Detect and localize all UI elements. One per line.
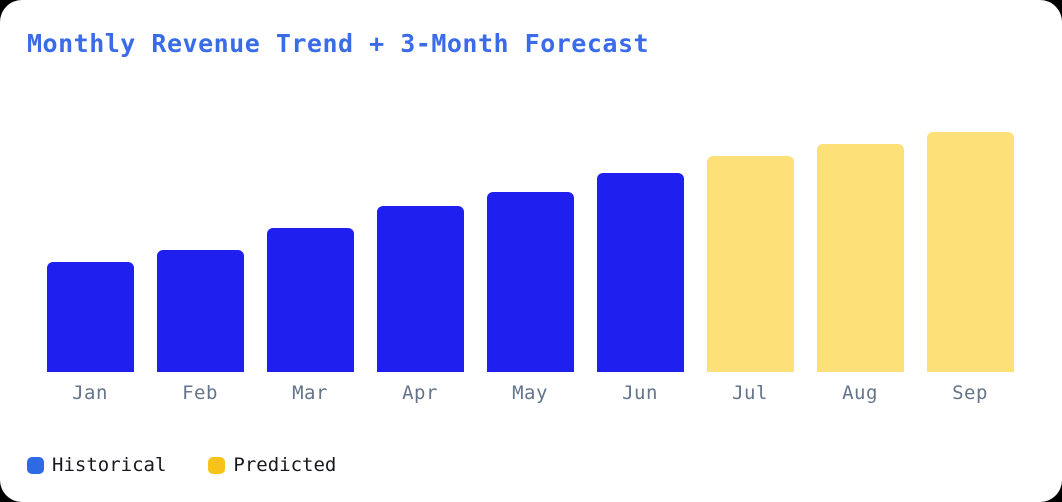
legend-item-predicted: Predicted	[208, 455, 336, 475]
bar-jul	[706, 156, 794, 372]
bar-column-jan	[35, 132, 145, 372]
bar-feb	[156, 249, 244, 372]
x-tick-label-may: May	[512, 382, 548, 404]
x-tick-label-aug: Aug	[842, 382, 878, 404]
bar-chart-plot	[35, 132, 1025, 372]
legend-label: Predicted	[233, 454, 337, 476]
bar-may	[486, 192, 574, 372]
bar-column-sep	[915, 132, 1025, 372]
bar-aug	[816, 144, 904, 372]
bar-column-aug	[805, 132, 915, 372]
legend-swatch-historical	[27, 456, 44, 474]
x-tick-label-mar: Mar	[292, 382, 328, 404]
x-tick-label-feb: Feb	[182, 382, 218, 404]
bar-jan	[46, 261, 134, 372]
bar-column-may	[475, 132, 585, 372]
bar-sep	[926, 132, 1014, 372]
bar-jun	[596, 172, 684, 372]
x-tick-label-apr: Apr	[402, 382, 438, 404]
x-axis-labels: Jan Feb Mar Apr May Jun Jul Aug Sep	[35, 382, 1025, 404]
bar-apr	[376, 206, 464, 372]
bar-column-mar	[255, 132, 365, 372]
x-tick-label-jan: Jan	[72, 382, 108, 404]
chart-legend: Historical Predicted	[27, 455, 336, 475]
chart-title: Monthly Revenue Trend + 3-Month Forecast	[27, 29, 650, 58]
x-tick-label-sep: Sep	[952, 382, 988, 404]
bar-column-apr	[365, 132, 475, 372]
bar-column-jun	[585, 132, 695, 372]
legend-swatch-predicted	[208, 456, 226, 474]
bar-mar	[266, 228, 354, 372]
bar-column-feb	[145, 132, 255, 372]
legend-label: Historical	[52, 454, 167, 476]
x-tick-label-jul: Jul	[732, 382, 768, 404]
x-tick-label-jun: Jun	[622, 382, 658, 404]
legend-item-historical: Historical	[27, 455, 166, 475]
bar-column-jul	[695, 132, 805, 372]
